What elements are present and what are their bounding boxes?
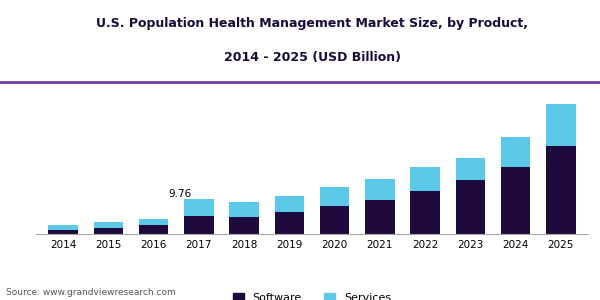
Bar <box>546 104 575 146</box>
Bar <box>184 216 214 234</box>
Bar <box>410 191 440 234</box>
Bar <box>139 225 169 234</box>
Bar <box>229 202 259 217</box>
Bar <box>455 158 485 180</box>
Bar <box>320 187 349 206</box>
Bar <box>365 179 395 200</box>
Bar <box>49 225 78 230</box>
Text: U.S. Population Health Management Market Size, by Product,: U.S. Population Health Management Market… <box>96 17 528 30</box>
Legend: Software, Services: Software, Services <box>228 289 396 300</box>
Bar <box>94 222 123 227</box>
Bar <box>139 218 169 225</box>
Bar <box>455 180 485 234</box>
Bar <box>229 217 259 234</box>
Bar <box>275 196 304 212</box>
Bar <box>501 167 530 234</box>
Bar <box>275 212 304 234</box>
Bar <box>320 206 349 234</box>
Bar <box>49 230 78 234</box>
Bar <box>410 167 440 191</box>
Bar <box>184 199 214 216</box>
Bar <box>546 146 575 234</box>
Bar <box>94 227 123 234</box>
Text: 9.76: 9.76 <box>168 189 191 199</box>
Text: Source: www.grandviewresearch.com: Source: www.grandviewresearch.com <box>6 288 176 297</box>
Bar <box>501 137 530 167</box>
Text: 2014 - 2025 (USD Billion): 2014 - 2025 (USD Billion) <box>223 51 401 64</box>
Bar <box>365 200 395 234</box>
